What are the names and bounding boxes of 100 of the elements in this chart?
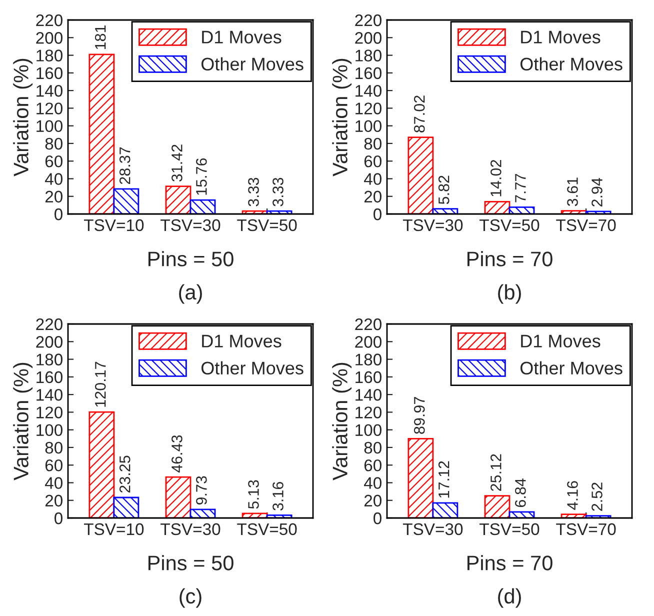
x-tick-label: TSV=30 — [160, 219, 220, 232]
text: (d) — [498, 588, 521, 608]
y-tick-label: 40 — [364, 173, 382, 185]
data-label: 7.77 — [515, 174, 526, 202]
data-label: 3.33 — [248, 178, 259, 206]
data-label: 89.97 — [414, 397, 425, 434]
data-label: 17.12 — [438, 461, 450, 498]
bar — [113, 496, 140, 518]
y-tick-label: 200 — [36, 32, 62, 44]
y-tick-label: 120 — [36, 406, 62, 418]
x-axis-title: Pins = 50 — [148, 251, 234, 266]
legend-label: D1 Moves — [202, 30, 282, 44]
bar — [432, 208, 458, 214]
bar — [88, 54, 115, 214]
data-label: 120.17 — [94, 362, 106, 407]
y-tick-label: 60 — [45, 459, 62, 472]
y-tick-label: 0 — [374, 208, 382, 220]
y-tick-label: 220 — [355, 14, 382, 26]
y-tick-label: 100 — [36, 424, 62, 436]
x-tick-label: TSV=70 — [556, 523, 616, 536]
y-tick-label: 20 — [364, 494, 382, 507]
data-label: 46.43 — [172, 435, 182, 473]
y-tick-label: 0 — [374, 512, 382, 524]
y-tick-label: 220 — [355, 318, 382, 330]
y-tick-label: 20 — [45, 190, 62, 203]
y-tick-label: 40 — [364, 477, 382, 489]
bar — [190, 199, 216, 214]
y-tick-label: 140 — [356, 388, 382, 401]
bar — [585, 210, 612, 214]
text: (b) — [498, 284, 521, 304]
x-tick-label: TSV=30 — [160, 523, 220, 536]
y-tick-label: 80 — [364, 442, 382, 454]
y-tick-label: 180 — [356, 50, 382, 62]
y-axis-title: Variation (%) — [13, 362, 33, 480]
bar — [165, 476, 192, 518]
y-tick-label: 180 — [36, 50, 62, 62]
y-tick-label: 200 — [355, 336, 382, 348]
x-axis-title: Pins = 50 — [148, 555, 234, 570]
bar — [432, 502, 458, 518]
y-tick-label: 80 — [45, 138, 62, 150]
x-tick-label: TSV=70 — [556, 219, 616, 232]
y-tick-label: 140 — [356, 84, 382, 97]
y-tick-label: 160 — [356, 67, 382, 80]
text: (c) — [180, 588, 202, 608]
y-tick-label: 60 — [45, 155, 62, 168]
bar — [190, 508, 216, 518]
y-tick-label: 60 — [364, 155, 382, 168]
data-label: 2.94 — [592, 178, 602, 206]
x-tick-label: TSV=50 — [237, 219, 297, 232]
y-tick-label: 80 — [364, 138, 382, 150]
y-tick-label: 100 — [356, 424, 382, 436]
bar — [408, 136, 434, 214]
legend-label: Other Moves — [201, 57, 304, 71]
legend-label: D1 Moves — [521, 30, 600, 44]
x-axis-title: Pins = 70 — [467, 251, 552, 266]
data-label: 25.12 — [490, 454, 502, 491]
y-tick-label: 20 — [364, 190, 382, 203]
y-tick-label: 180 — [356, 354, 382, 366]
y-tick-label: 20 — [45, 494, 62, 507]
x-axis-title: Pins = 70 — [467, 555, 552, 570]
data-label: 3.33 — [272, 178, 284, 206]
data-label: 28.37 — [119, 147, 130, 184]
legend-label: D1 Moves — [521, 334, 600, 348]
data-label: 15.76 — [196, 158, 207, 195]
y-tick-label: 160 — [356, 371, 382, 384]
y-tick-label: 140 — [36, 388, 62, 401]
legend-label: Other Moves — [520, 361, 622, 375]
y-tick-label: 40 — [44, 173, 62, 185]
data-label: 6.84 — [515, 478, 526, 508]
y-tick-label: 220 — [36, 318, 62, 330]
data-label: 31.42 — [172, 144, 182, 182]
x-tick-label: TSV=50 — [480, 219, 540, 232]
x-tick-label: TSV=50 — [480, 523, 540, 536]
y-tick-label: 0 — [54, 512, 62, 524]
y-tick-label: 220 — [36, 14, 62, 26]
data-label: 3.16 — [272, 482, 284, 510]
y-tick-label: 120 — [356, 102, 382, 114]
y-axis-title: Variation (%) — [332, 58, 352, 176]
legend-label: D1 Moves — [202, 334, 282, 348]
y-axis-title: Variation (%) — [13, 58, 33, 176]
data-label: 3.61 — [567, 178, 578, 206]
legend-label: Other Moves — [520, 57, 622, 71]
data-label: 5.82 — [438, 176, 450, 204]
bar — [88, 411, 115, 518]
y-tick-label: 0 — [54, 208, 62, 220]
y-tick-label: 140 — [36, 84, 62, 97]
bar — [408, 438, 434, 518]
data-label: 4.16 — [567, 481, 578, 510]
y-tick-label: 60 — [364, 459, 382, 472]
x-tick-label: TSV=50 — [237, 523, 297, 536]
data-label: 181 — [94, 25, 106, 50]
y-tick-label: 160 — [36, 67, 62, 80]
bar — [560, 514, 587, 518]
bar — [508, 206, 535, 214]
y-tick-label: 120 — [36, 102, 62, 114]
data-label: 9.73 — [196, 476, 207, 505]
y-tick-label: 100 — [356, 120, 382, 132]
data-label: 2.52 — [592, 482, 602, 511]
x-tick-label: TSV=10 — [84, 219, 144, 232]
bar — [165, 186, 192, 214]
